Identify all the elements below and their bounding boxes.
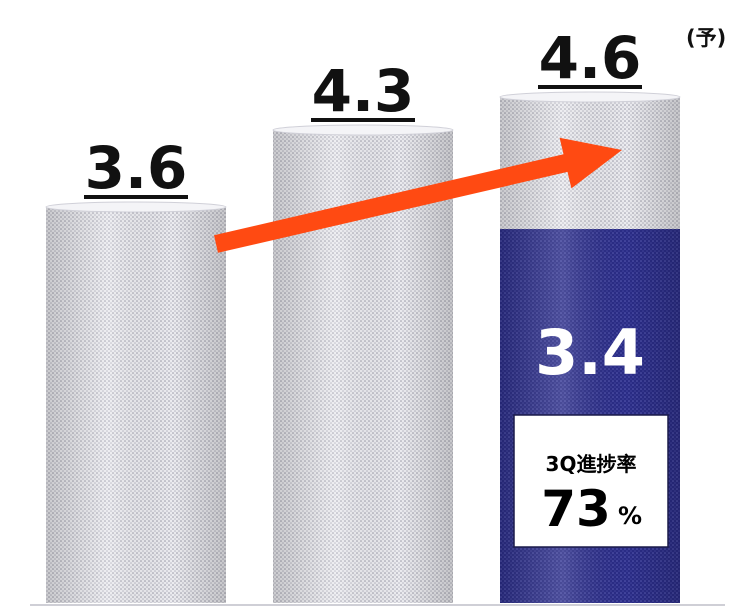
trend-arrow	[214, 137, 622, 253]
progress-note-value: 73	[541, 480, 611, 538]
value-label-1: 3.6	[85, 134, 188, 202]
value-label-2: 4.3	[312, 57, 415, 125]
progress-note-box: 3Q進捗率 73%	[513, 414, 669, 548]
forecast-marker: (予)	[686, 26, 726, 50]
bar-shading	[46, 207, 226, 603]
progress-note-title: 3Q進捗率	[546, 452, 637, 476]
progress-note-unit: %	[618, 502, 642, 530]
bar-cap	[45, 201, 227, 213]
value-label-3: 4.6	[539, 24, 642, 92]
bar-cap	[499, 91, 681, 103]
bar-1	[45, 201, 227, 603]
bar-cap	[272, 124, 454, 136]
progress-value-label: 3.4	[535, 316, 645, 389]
progress-note-frame	[513, 414, 669, 548]
